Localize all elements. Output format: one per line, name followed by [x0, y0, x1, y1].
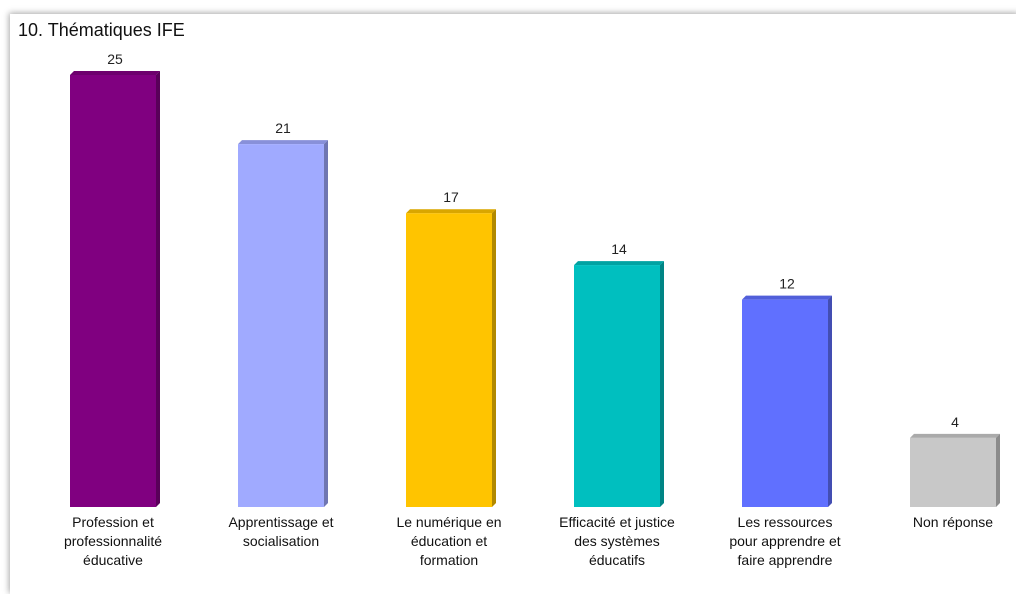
bar-top-shade [910, 433, 1000, 438]
bar-side-shade [324, 140, 328, 507]
bar [70, 75, 156, 507]
chart-title: 10. Thématiques IFE [18, 20, 185, 40]
value-label: 4 [951, 414, 959, 430]
x-tick-label: Apprentissage et socialisation [228, 514, 334, 549]
bar [238, 144, 324, 507]
chart-panel: 10. Thématiques IFE 25 21 17 14 12 4 Professi… [10, 14, 1016, 594]
value-label: 21 [275, 120, 291, 136]
bar-top-shade [574, 261, 664, 266]
bar-side-shade [996, 433, 1000, 507]
bar [406, 213, 492, 508]
bar-top [238, 140, 328, 145]
bar-top-shade [238, 140, 328, 145]
value-label: 25 [107, 51, 123, 67]
bar-top [742, 295, 832, 300]
bar-top-shade [742, 295, 832, 300]
bar-side [156, 71, 160, 507]
bar-side [996, 433, 1000, 507]
value-label: 14 [611, 241, 627, 257]
value-label: 17 [443, 189, 459, 205]
x-tick-label: Les ressources pour apprendre et faire a… [729, 514, 841, 568]
bar-side-shade [660, 261, 664, 507]
x-tick-label: Profession et professionnalité éducative [63, 514, 163, 568]
bar [910, 437, 996, 507]
bar-top [910, 433, 1000, 438]
bar-side-shade [828, 295, 832, 507]
bar [574, 265, 660, 507]
bar [742, 299, 828, 507]
chart: 25 21 17 14 12 4 [70, 51, 1000, 508]
bar-top-shade [70, 71, 160, 75]
bar-side [492, 209, 496, 508]
bar-side [828, 295, 832, 507]
x-tick-label: Le numérique en éducation et formation [396, 514, 502, 568]
bar-side-shade [156, 71, 160, 507]
x-tick-label: Efficacité et justice des systèmes éduca… [559, 514, 675, 568]
bar-top [406, 209, 496, 214]
bar-top [574, 261, 664, 266]
bar-side [324, 140, 328, 507]
x-tick-label: Non réponse [912, 514, 994, 530]
bar-top-shade [406, 209, 496, 214]
bar-side-shade [492, 209, 496, 508]
value-label: 12 [779, 276, 795, 292]
bar-side [660, 261, 664, 507]
bar-top [70, 71, 160, 75]
